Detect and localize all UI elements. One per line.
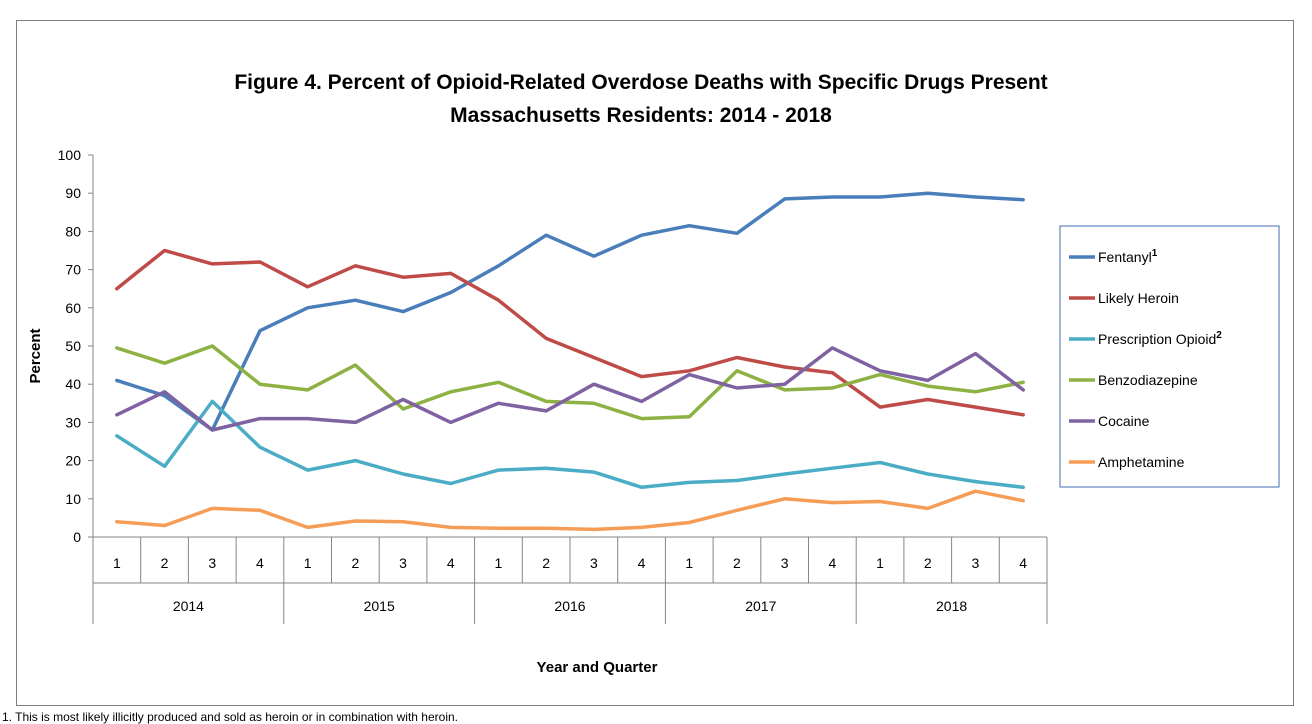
axes [92, 155, 1047, 584]
x-tick-label-quarter: 1 [685, 555, 693, 571]
x-tick-label-quarter: 1 [876, 555, 884, 571]
x-tick-label-quarter: 2 [733, 555, 741, 571]
y-tick-label: 40 [65, 376, 81, 392]
legend: Fentanyl1 Likely Heroin Prescription Opioi… [1059, 225, 1280, 488]
x-tick-label-quarter: 4 [638, 555, 646, 571]
y-tick-label: 100 [58, 147, 82, 163]
x-tick-label-quarter: 4 [256, 555, 264, 571]
series-line-likely-heroin [115, 248, 1025, 417]
legend-entry: Fentanyl1 [1098, 248, 1158, 265]
y-tick-label: 90 [65, 185, 81, 201]
series-line-amphetamine [115, 489, 1025, 532]
x-tick-label-quarter: 1 [304, 555, 312, 571]
legend-entry: Likely Heroin [1098, 290, 1179, 306]
chart-frame: Figure 4. Percent of Opioid-Related Over… [16, 20, 1294, 706]
y-tick-label: 60 [65, 300, 81, 316]
legend-entry: Cocaine [1098, 413, 1150, 429]
series-line-prescription-opioid [115, 399, 1025, 490]
x-tick-label-year: 2018 [936, 598, 967, 614]
x-tick-label-quarter: 4 [1019, 555, 1027, 571]
chart-title: Figure 4. Percent of Opioid-Related Over… [234, 71, 1047, 94]
x-tick-label-quarter: 1 [113, 555, 121, 571]
x-tick-label-quarter: 1 [495, 555, 503, 571]
x-axis-label: Year and Quarter [537, 659, 658, 676]
y-tick-label: 0 [73, 529, 81, 545]
x-tick-label-quarter: 3 [972, 555, 980, 571]
x-tick-label-quarter: 2 [924, 555, 932, 571]
x-tick-label-quarter: 3 [208, 555, 216, 571]
x-tick-label-year: 2017 [745, 598, 776, 614]
line-chart: Figure 4. Percent of Opioid-Related Over… [27, 71, 1280, 676]
y-axis-label: Percent [27, 328, 44, 383]
x-tick-label-year: 2015 [364, 598, 395, 614]
series-line-benzodiazepine [115, 344, 1025, 421]
x-tick-label-quarter: 2 [161, 555, 169, 571]
x-tick-label-quarter: 4 [828, 555, 836, 571]
plot-lines [115, 191, 1025, 532]
series-line-cocaine [115, 346, 1025, 432]
legend-entry: Prescription Opioid2 [1098, 330, 1222, 347]
x-tick-label-quarter: 3 [781, 555, 789, 571]
y-tick-label: 30 [65, 414, 81, 430]
x-tick-label-quarter: 2 [542, 555, 550, 571]
x-tick-label-year: 2016 [554, 598, 585, 614]
x-tick-label-quarter: 4 [447, 555, 455, 571]
legend-entry: Benzodiazepine [1098, 372, 1198, 388]
series-line-fentanyl [115, 191, 1025, 432]
footnote: 1. This is most likely illicitly produce… [2, 710, 458, 724]
x-tick-label-quarter: 3 [590, 555, 598, 571]
y-tick-label: 20 [65, 453, 81, 469]
y-tick-label: 80 [65, 223, 81, 239]
legend-entry: Amphetamine [1098, 454, 1185, 470]
y-axis-ticks: 0 10 20 30 40 50 60 70 80 90 100 [58, 147, 93, 545]
chart-subtitle: Massachusetts Residents: 2014 - 2018 [450, 104, 832, 127]
y-tick-label: 70 [65, 262, 81, 278]
x-tick-label-quarter: 2 [351, 555, 359, 571]
legend-box [1059, 225, 1280, 488]
x-axis-ticks: 1 2 3 4 1 2 3 4 1 2 3 4 1 2 3 4 1 2 3 4 2014 2015 2016 2017 2018 [92, 537, 1048, 624]
x-tick-label-year: 2014 [173, 598, 204, 614]
y-tick-label: 10 [65, 491, 81, 507]
y-tick-label: 50 [65, 338, 81, 354]
x-tick-label-quarter: 3 [399, 555, 407, 571]
